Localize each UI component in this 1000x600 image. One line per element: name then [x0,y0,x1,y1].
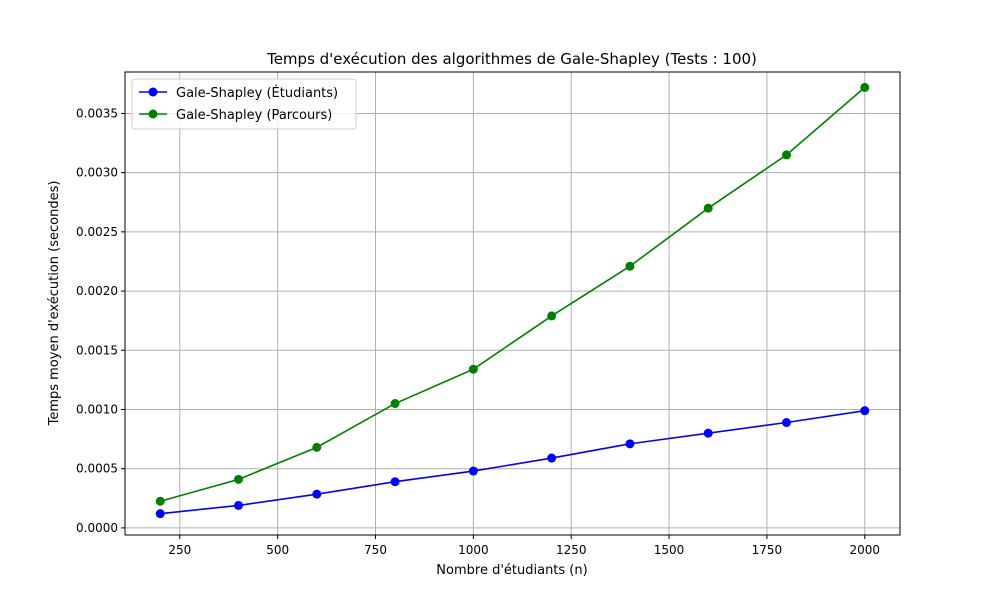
x-tick-label: 2000 [849,543,880,557]
x-tick-label: 1500 [654,543,685,557]
data-point [234,500,244,510]
x-axis-ticks: 250 500 750 1000 1250 1500 1750 2000 [168,535,880,557]
data-point [155,509,165,519]
y-tick-label: 0.0005 [76,462,118,476]
series-0 [155,406,870,519]
data-point [547,453,557,463]
x-tick-label: 500 [266,543,289,557]
x-tick-label: 250 [168,543,191,557]
data-point [860,406,870,416]
y-tick-label: 0.0010 [76,402,118,416]
series-line [160,409,865,515]
grid-lines [125,72,900,535]
x-tick-label: 750 [364,543,387,557]
data-point [860,82,870,92]
plot-frame [124,71,901,536]
data-point [625,261,635,271]
y-tick-label: 0.0020 [76,284,118,298]
data-point [390,477,400,487]
y-tick-label: 0.0000 [76,521,118,535]
data-point [390,399,400,409]
y-axis-ticks: 0.0000 0.0005 0.0010 0.0015 0.0020 0.0025 0.00… [76,106,125,535]
data-point [703,428,713,438]
y-tick-label: 0.0035 [76,106,118,120]
legend-marker-etudiants [148,87,158,97]
y-tick-label: 0.0030 [76,166,118,180]
data-point [547,311,557,321]
data-point [781,418,791,428]
series-layer [155,82,870,519]
y-tick-label: 0.0025 [76,225,118,239]
data-point [781,150,791,160]
x-tick-label: 1250 [556,543,587,557]
data-point [625,439,635,449]
legend-box [131,78,357,130]
data-point [234,474,244,484]
series-line [160,86,866,503]
data-point [468,364,478,374]
y-tick-label: 0.0015 [76,343,118,357]
chart-title: Temps d'exécution des algorithmes de Gal… [266,50,757,68]
data-point [703,203,713,213]
legend-label-parcours: Gale-Shapley (Parcours) [176,108,332,123]
legend: Gale-Shapley (Étudiants) Gale-Shapley (P… [131,78,357,130]
x-tick-label: 1000 [458,543,489,557]
y-axis-label: Temps moyen d'exécution (secondes) [47,181,62,427]
x-tick-label: 1750 [752,543,783,557]
legend-label-etudiants: Gale-Shapley (Étudiants) [176,85,338,101]
data-point [312,489,322,499]
legend-marker-parcours [148,109,158,119]
x-axis-label: Nombre d'étudiants (n) [436,563,587,578]
data-point [312,442,322,452]
data-point [468,466,478,476]
series-1 [155,82,870,506]
data-point [155,496,165,506]
